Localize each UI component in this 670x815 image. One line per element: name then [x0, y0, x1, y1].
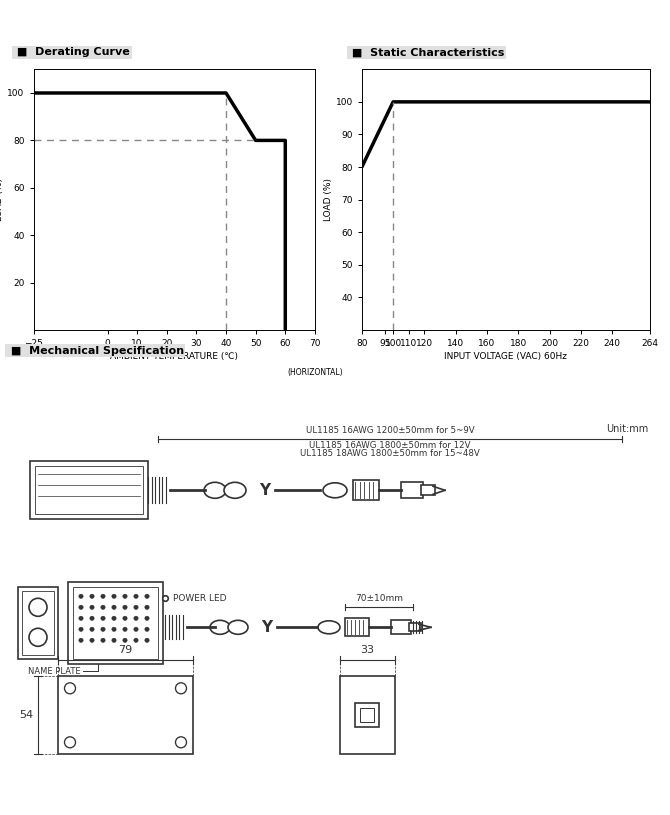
Bar [360, 708, 374, 722]
Ellipse shape [318, 621, 340, 634]
Text: UL1185 18AWG 1800±50mm for 15~48V: UL1185 18AWG 1800±50mm for 15~48V [300, 449, 480, 458]
Circle shape [112, 627, 116, 632]
Circle shape [145, 616, 149, 620]
Circle shape [134, 605, 138, 610]
Circle shape [112, 605, 116, 610]
Text: 33: 33 [360, 645, 375, 655]
Circle shape [100, 638, 105, 642]
Bar [355, 703, 379, 727]
X-axis label: INPUT VOLTAGE (VAC) 60Hz: INPUT VOLTAGE (VAC) 60Hz [444, 352, 567, 361]
Circle shape [90, 616, 94, 620]
Circle shape [64, 683, 76, 694]
Circle shape [79, 594, 83, 598]
Circle shape [79, 616, 83, 620]
Circle shape [112, 638, 116, 642]
Bar [340, 676, 395, 755]
Circle shape [90, 638, 94, 642]
Circle shape [123, 616, 127, 620]
Circle shape [29, 628, 47, 646]
Bar [345, 619, 369, 637]
Circle shape [134, 616, 138, 620]
Text: Y: Y [259, 482, 271, 498]
X-axis label: AMBIENT TEMPERATURE (℃): AMBIENT TEMPERATURE (℃) [110, 352, 239, 361]
Text: UL1185 16AWG 1800±50mm for 12V: UL1185 16AWG 1800±50mm for 12V [310, 441, 471, 451]
Circle shape [100, 594, 105, 598]
Text: Y: Y [261, 619, 273, 635]
Bar [35, 466, 143, 514]
Circle shape [123, 638, 127, 642]
Circle shape [64, 737, 76, 748]
Y-axis label: LOAD (%): LOAD (%) [324, 178, 333, 221]
Ellipse shape [323, 482, 347, 498]
Circle shape [176, 737, 186, 748]
Bar [421, 485, 435, 496]
Bar [30, 461, 148, 519]
Bar [409, 623, 421, 632]
Bar [391, 620, 411, 634]
Circle shape [79, 638, 83, 642]
Circle shape [134, 638, 138, 642]
Circle shape [123, 594, 127, 598]
Circle shape [176, 683, 186, 694]
Circle shape [123, 605, 127, 610]
Circle shape [90, 627, 94, 632]
Y-axis label: LOAD (%): LOAD (%) [0, 178, 5, 221]
Circle shape [134, 594, 138, 598]
Text: NAME PLATE: NAME PLATE [28, 667, 81, 676]
Circle shape [29, 598, 47, 616]
Ellipse shape [204, 482, 226, 498]
Bar [353, 480, 379, 500]
Circle shape [100, 616, 105, 620]
Text: 70±10mm: 70±10mm [355, 594, 403, 603]
Circle shape [100, 605, 105, 610]
Circle shape [90, 594, 94, 598]
Circle shape [123, 627, 127, 632]
Bar [22, 592, 54, 655]
Circle shape [145, 627, 149, 632]
Bar [73, 588, 158, 659]
Ellipse shape [210, 620, 230, 634]
Text: POWER LED: POWER LED [173, 594, 226, 603]
Bar [68, 582, 163, 664]
Circle shape [112, 616, 116, 620]
Text: UL1185 16AWG 1200±50mm for 5~9V: UL1185 16AWG 1200±50mm for 5~9V [306, 426, 474, 435]
Text: Unit:mm: Unit:mm [606, 425, 648, 434]
Circle shape [134, 627, 138, 632]
Text: 79: 79 [119, 645, 133, 655]
Circle shape [145, 594, 149, 598]
Text: ■  Derating Curve: ■ Derating Curve [13, 47, 130, 57]
Circle shape [145, 638, 149, 642]
Text: 54: 54 [19, 711, 33, 720]
Ellipse shape [228, 620, 248, 634]
Bar [401, 482, 423, 498]
Circle shape [100, 627, 105, 632]
Circle shape [145, 605, 149, 610]
Text: (HORIZONTAL): (HORIZONTAL) [287, 368, 343, 377]
Text: ■  Static Characteristics: ■ Static Characteristics [348, 47, 505, 57]
Circle shape [90, 605, 94, 610]
Circle shape [79, 627, 83, 632]
Bar [18, 588, 58, 659]
Circle shape [112, 594, 116, 598]
Text: ■  Mechanical Specification: ■ Mechanical Specification [7, 346, 184, 355]
Circle shape [79, 605, 83, 610]
Ellipse shape [224, 482, 246, 498]
Bar [58, 676, 193, 755]
